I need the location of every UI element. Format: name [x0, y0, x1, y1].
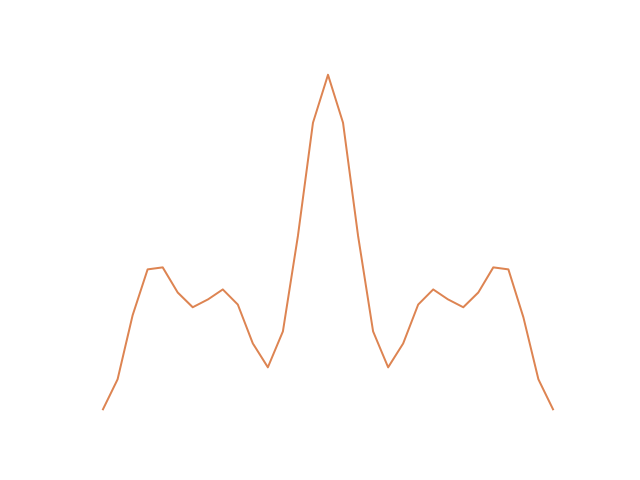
line — [101, 73, 555, 411]
